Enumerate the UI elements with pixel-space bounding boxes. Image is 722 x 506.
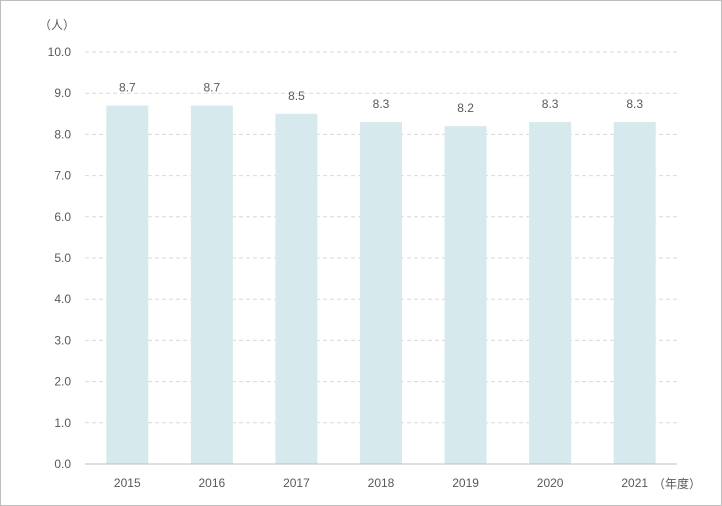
x-tick-label: 2018 (368, 476, 395, 490)
bar (190, 105, 233, 464)
data-label: 8.3 (626, 97, 643, 111)
x-tick-label: 2019 (452, 476, 479, 490)
bar (360, 122, 402, 464)
y-tick-label: 0.0 (54, 457, 71, 471)
y-tick-label: 5.0 (54, 251, 71, 265)
data-label: 8.3 (542, 97, 559, 111)
y-tick-label: 9.0 (54, 86, 71, 100)
bar (529, 122, 572, 464)
bar (613, 122, 656, 464)
y-tick-label: 10.0 (48, 45, 72, 59)
y-tick-label: 6.0 (54, 210, 71, 224)
y-tick-label: 3.0 (54, 333, 71, 347)
bar (275, 113, 318, 465)
x-tick-label: 2020 (537, 476, 564, 490)
data-label: 8.2 (457, 101, 474, 115)
y-tick-label: 1.0 (54, 416, 71, 430)
data-label: 8.7 (204, 81, 221, 95)
x-tick-label: 2021 (621, 476, 648, 490)
x-axis-unit: （年度） (653, 477, 702, 491)
data-label: 8.7 (119, 81, 136, 95)
y-axis-unit: （人） (39, 18, 76, 32)
data-label: 8.3 (373, 97, 390, 111)
bar (444, 126, 487, 464)
x-tick-label: 2017 (283, 476, 310, 490)
bar (106, 105, 149, 464)
y-tick-label: 4.0 (54, 292, 71, 306)
x-tick-label: 2015 (114, 476, 141, 490)
data-label: 8.5 (288, 89, 305, 103)
y-tick-label: 7.0 (54, 169, 71, 183)
x-tick-label: 2016 (199, 476, 226, 490)
y-tick-label: 8.0 (54, 127, 71, 141)
y-tick-label: 2.0 (54, 375, 71, 389)
